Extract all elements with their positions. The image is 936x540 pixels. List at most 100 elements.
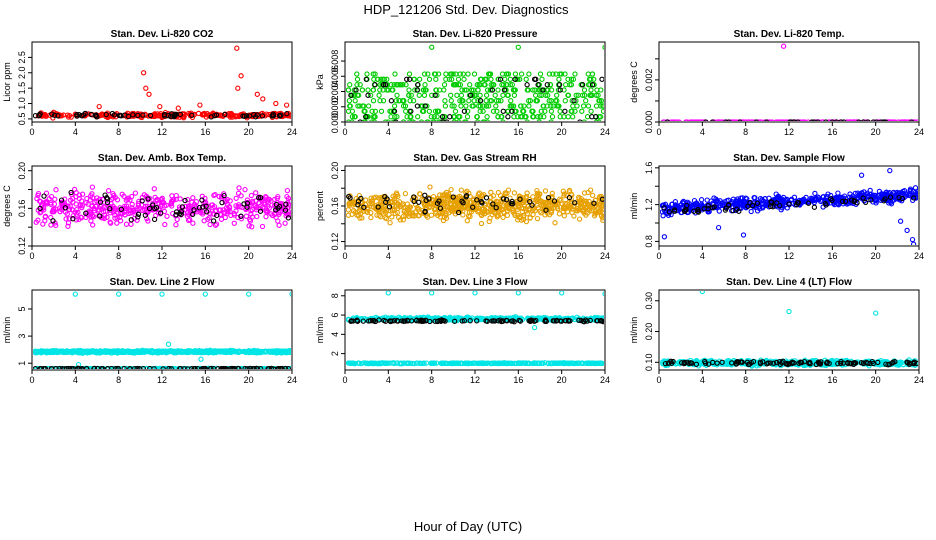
x-tick-label: 0 [29, 375, 34, 385]
data-point-black [556, 82, 563, 88]
data-points [660, 43, 918, 121]
data-point-green [425, 71, 431, 77]
data-point-red [96, 103, 102, 110]
x-axis-title: Hour of Day (UTC) [414, 519, 522, 534]
data-point-blue [662, 208, 668, 214]
data-point-magenta [711, 119, 717, 121]
data-point-green [461, 76, 467, 82]
data-point-orange [460, 212, 466, 218]
data-point-magenta [676, 119, 682, 121]
data-point-green [460, 98, 466, 104]
data-point-black [363, 114, 369, 120]
data-point-black [353, 87, 359, 93]
data-point-magenta [73, 190, 79, 196]
data-point-green [588, 76, 594, 82]
data-point-black [65, 365, 71, 369]
data-point-green [372, 108, 379, 114]
data-point-magenta [276, 222, 282, 228]
data-point-orange [466, 209, 472, 216]
data-point-cyan [166, 348, 172, 355]
plot-frame [31, 289, 293, 371]
data-point-blue [897, 218, 904, 224]
data-point-orange [439, 192, 446, 198]
data-point-black [178, 211, 184, 217]
data-point-orange [515, 217, 521, 223]
data-point-cyan [399, 360, 405, 366]
data-point-black [146, 205, 153, 212]
data-point-cyan [58, 349, 64, 355]
panel-4: Stan. Dev. Amb. Box Temp.degrees C0 4 8 12 1… [2, 153, 297, 261]
data-point-black [754, 200, 761, 206]
data-point-green [575, 92, 581, 98]
data-point-orange [427, 184, 433, 190]
data-point-cyan [453, 360, 459, 366]
data-point-green [521, 103, 527, 109]
data-point-green [495, 114, 501, 120]
data-point-green [449, 76, 455, 82]
data-point-green [368, 92, 374, 98]
data-point-green [535, 114, 541, 120]
data-point-magenta [693, 119, 699, 121]
data-point-red [125, 113, 131, 119]
data-point-orange [368, 214, 374, 221]
data-point-green [488, 76, 494, 82]
x-tick-label: 4 [386, 127, 391, 137]
data-point-black [463, 192, 470, 199]
data-point-blue [858, 172, 865, 178]
data-point-green [410, 98, 417, 104]
data-point-black [839, 198, 846, 205]
data-point-orange [383, 207, 390, 213]
data-point-black [268, 365, 275, 369]
data-point-green [471, 71, 478, 77]
data-point-red [57, 112, 64, 118]
data-point-green [580, 103, 587, 109]
data-point-magenta [756, 119, 761, 121]
data-point-red [65, 114, 72, 120]
data-point-black [666, 209, 673, 215]
data-point-orange [358, 210, 364, 216]
x-tick-label: 12 [470, 251, 480, 261]
data-point-magenta [263, 194, 269, 201]
data-point-black [282, 207, 289, 213]
data-point-green [462, 119, 468, 121]
data-point-magenta [247, 216, 253, 223]
data-point-black [147, 112, 154, 119]
data-point-green [470, 103, 476, 109]
data-point-blue [891, 197, 897, 203]
data-point-blue [754, 208, 761, 214]
data-point-green [365, 114, 371, 120]
data-point-green [452, 108, 459, 114]
data-point-blue [744, 196, 750, 202]
data-point-green [424, 119, 430, 121]
data-point-orange [458, 187, 464, 193]
data-point-black [566, 194, 573, 201]
data-point-orange [346, 202, 353, 208]
x-tick-label: 24 [600, 251, 610, 261]
data-point-orange [587, 187, 594, 193]
data-point-orange [524, 211, 530, 217]
data-point-green [515, 76, 521, 82]
data-point-black [131, 366, 138, 369]
data-point-green [370, 98, 377, 104]
data-point-black [423, 197, 429, 204]
data-point-black [535, 82, 541, 88]
data-point-orange [488, 189, 494, 195]
data-point-green [598, 98, 604, 104]
data-point-green [557, 114, 563, 120]
data-point-black [745, 203, 751, 209]
data-point-cyan [417, 360, 423, 366]
data-point-black [503, 197, 510, 203]
data-point-cyan [188, 349, 194, 355]
data-point-green [391, 103, 398, 109]
data-point-black [483, 195, 490, 201]
data-point-green [515, 114, 521, 120]
data-point-magenta [282, 220, 288, 226]
data-point-black [177, 365, 184, 369]
data-point-orange [561, 213, 567, 219]
x-tick-label: 16 [827, 127, 837, 137]
data-point-magenta [826, 119, 832, 121]
data-point-magenta [687, 119, 693, 121]
data-point-black [896, 194, 902, 201]
data-point-green [451, 82, 457, 88]
data-point-green [450, 71, 456, 77]
